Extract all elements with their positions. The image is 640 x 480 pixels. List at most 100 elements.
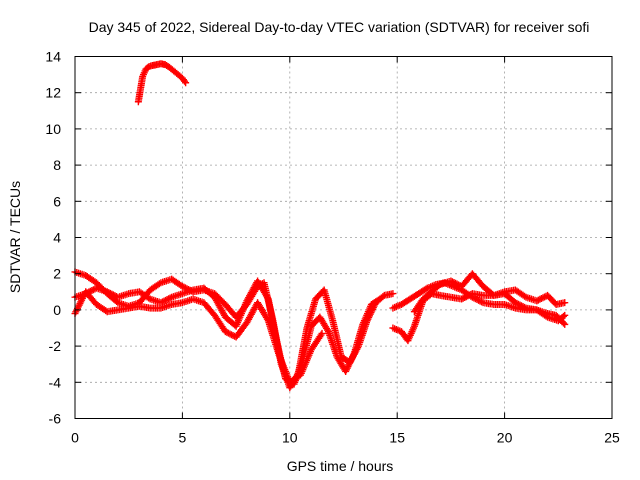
data-point-fill [177,299,185,307]
data-point-fill [448,278,456,286]
series-track-a [71,268,397,392]
data-point-fill [425,290,433,298]
data-point-fill [163,62,171,70]
data-point-fill [143,293,151,301]
data-point-fill [536,295,544,303]
y-tick-label: 2 [53,266,61,282]
data-point-fill [534,296,542,304]
data-point-fill [227,331,235,339]
data-point-fill [537,295,545,303]
x-tick-label: 0 [71,430,79,446]
data-point-fill [487,289,495,297]
data-point-fill [453,280,461,288]
y-tick-label: -4 [49,374,62,390]
data-point-fill [328,315,336,323]
data-point-fill [123,290,131,298]
data-point-fill [422,285,430,293]
data-point-fill [109,291,117,299]
data-point-fill [403,297,411,305]
data-point-fill [171,68,179,76]
data-point-fill [476,297,484,305]
data-point-fill [106,289,114,297]
x-tick-label: 5 [179,430,187,446]
data-point-fill [358,322,366,330]
data-point-fill [509,296,517,304]
series-high-arc [134,60,190,106]
series-track-f [410,270,569,316]
axis-ticks: 0 5 10 15 20 25 -6 -4 -2 0 2 4 6 8 10 12 14 [45,49,620,446]
data-point-fill [510,303,518,311]
data-point-fill [166,294,174,302]
data-point-fill [433,283,441,291]
data-point-fill [143,64,151,72]
data-point-fill [477,280,485,288]
data-point-fill [88,287,96,295]
data-point-fill [420,286,428,294]
data-point-fill [473,296,481,304]
data-point-fill [175,280,183,288]
data-point-fill [180,283,188,291]
y-tick-label: -2 [49,338,62,354]
data-point-fill [187,287,195,295]
y-axis-label: SDTVAR / TECUs [7,181,23,293]
y-tick-label: -6 [49,411,62,427]
data-point-fill [181,77,189,85]
data-point-fill [452,279,460,287]
data-point-fill [147,62,155,70]
data-point-fill [396,301,404,309]
x-axis-label: GPS time / hours [287,458,394,474]
data-point-fill [417,298,425,306]
data-point-fill [105,289,113,297]
data-point-fill [558,318,566,326]
data-point-fill [349,351,357,359]
data-point-fill [165,295,173,303]
y-tick-label: 10 [45,121,61,137]
data-point-fill [263,315,271,323]
data-points [71,60,569,392]
data-point-fill [89,277,97,285]
data-point-fill [559,312,567,320]
data-point-fill [208,309,216,317]
data-point-fill [332,351,340,359]
data-point-fill [459,294,467,302]
data-point-fill [323,324,331,332]
series-track-e [389,279,569,328]
data-point-fill [90,298,98,306]
y-tick-label: 14 [45,49,61,65]
data-point-fill [470,294,478,302]
data-point-fill [154,281,162,289]
data-point-fill [450,278,458,286]
data-point-fill [162,296,170,304]
data-point-fill [111,292,119,300]
grid-lines [75,56,612,419]
data-point-fill [101,287,109,295]
data-point-fill [519,291,527,299]
data-point-fill [542,309,550,317]
chart-title: Day 345 of 2022, Sidereal Day-to-day VTE… [89,19,590,35]
data-point-fill [510,286,518,294]
data-point-fill [177,290,185,298]
series-track-c [71,288,326,386]
x-tick-label: 10 [282,430,298,446]
x-tick-label: 15 [389,430,405,446]
data-point-fill [223,328,231,336]
data-point-fill [100,306,108,314]
data-point-fill [241,321,249,329]
data-point-fill [478,298,486,306]
y-tick-label: 0 [53,302,61,318]
data-point-fill [179,76,187,84]
data-point-fill [163,296,171,304]
x-tick-label: 25 [604,430,620,446]
data-point-fill [138,74,146,82]
data-point-fill [559,299,567,307]
data-point-fill [465,291,473,299]
data-point-fill [274,349,282,357]
y-tick-label: 12 [45,85,61,101]
y-tick-label: 4 [53,230,61,246]
data-point-fill [324,326,332,334]
data-point-fill [134,288,142,296]
data-point-fill [108,290,116,298]
data-point-fill [224,329,232,337]
data-point-fill [560,319,568,327]
